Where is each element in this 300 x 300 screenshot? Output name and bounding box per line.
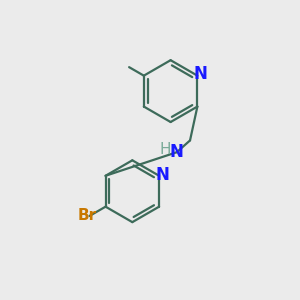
Text: H: H [160,142,171,158]
Text: N: N [194,65,208,83]
Text: Br: Br [78,208,97,224]
Text: N: N [156,166,170,184]
Text: N: N [170,143,184,161]
